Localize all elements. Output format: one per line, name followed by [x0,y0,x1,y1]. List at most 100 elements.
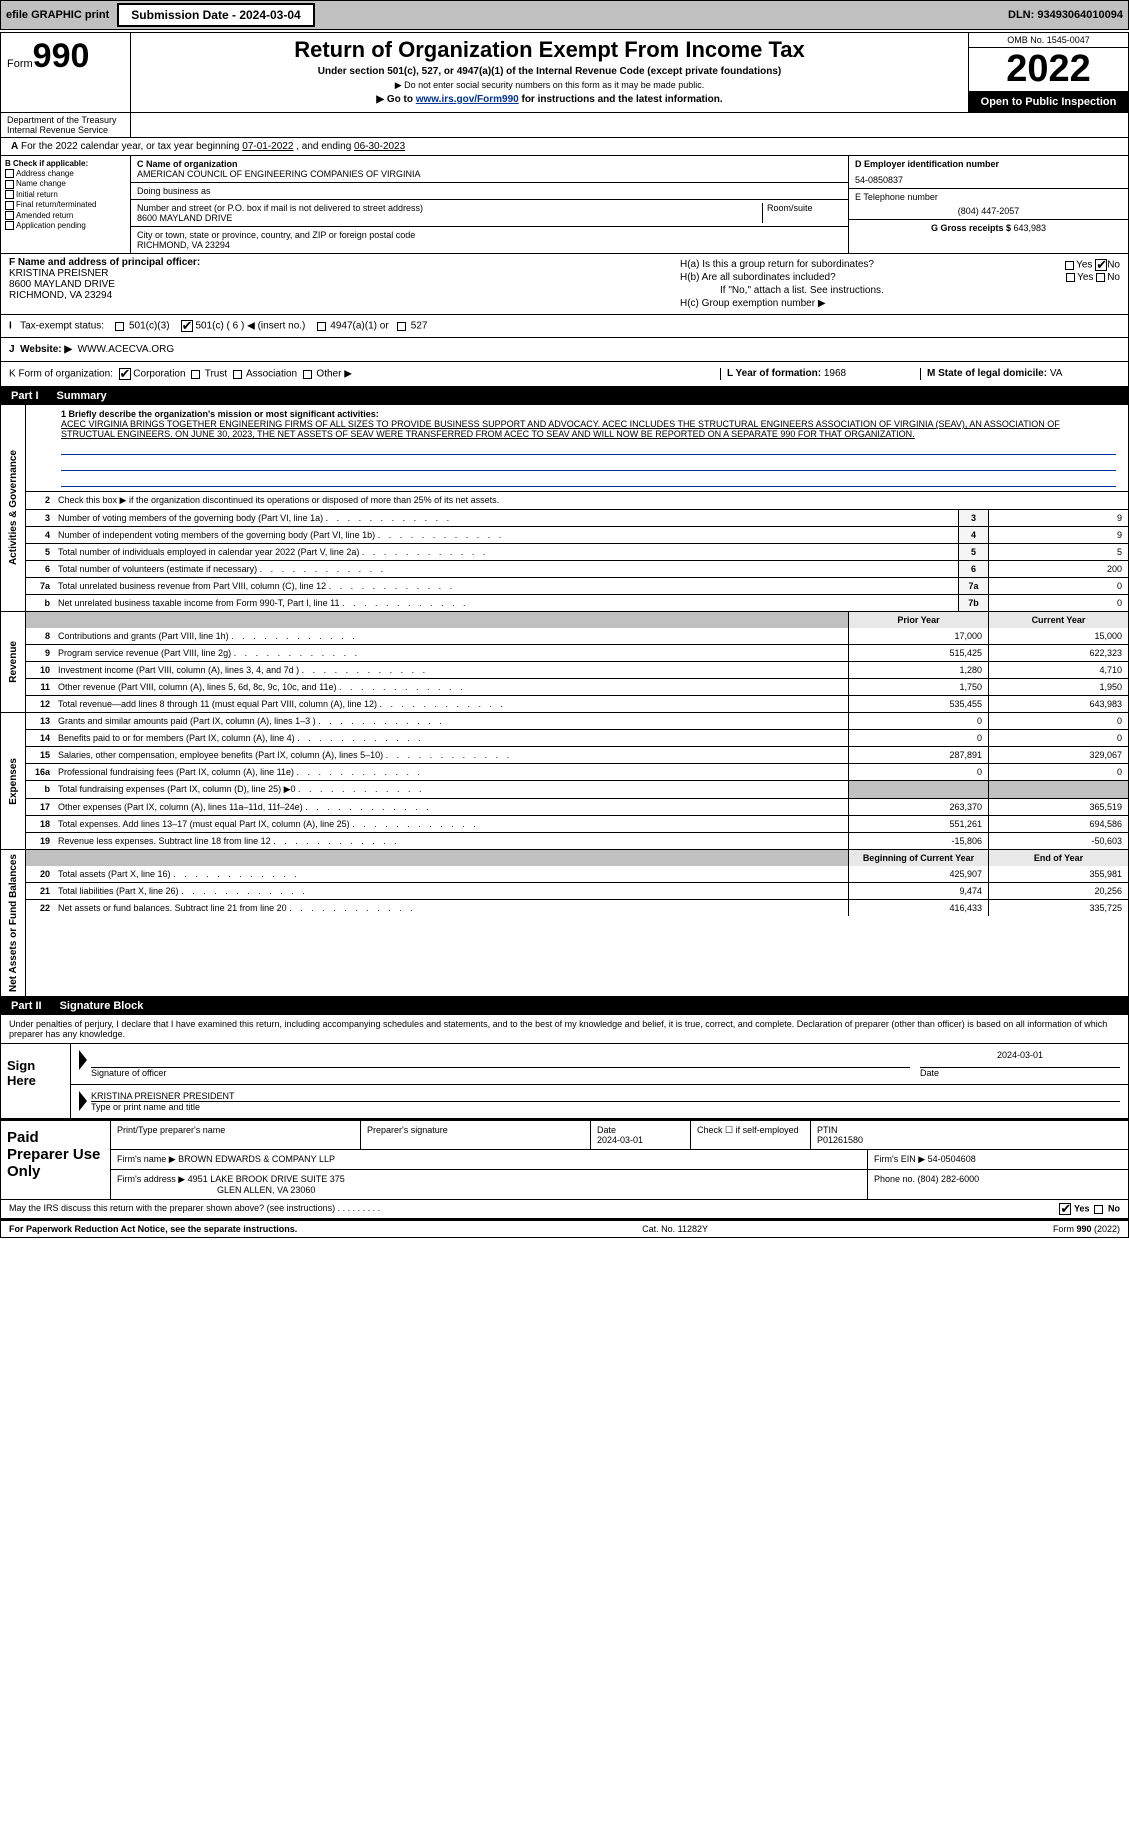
a-mid: , and ending [293,141,354,152]
d-gross: G Gross receipts $ 643,983 [849,220,1128,236]
net-section: Net Assets or Fund Balances Beginning of… [1,850,1128,997]
checkbox-icon[interactable] [303,370,312,379]
c-dba-h: Doing business as [137,186,842,196]
cb-final[interactable]: Final return/terminated [5,200,126,209]
dept-treasury: Department of the Treasury Internal Reve… [1,113,131,137]
rev-data: Prior Year Current Year 8Contributions a… [26,612,1128,712]
gov-row: 5Total number of individuals employed in… [26,543,1128,560]
l-label: L Year of formation: [727,368,824,379]
checkbox-checked-icon[interactable] [1095,259,1107,271]
exp-row: 19Revenue less expenses. Subtract line 1… [26,832,1128,849]
net-rows-container: 20Total assets (Part X, line 16) 425,907… [26,866,1128,916]
rev-vert-label: Revenue [6,637,21,687]
checkbox-checked-icon[interactable] [181,320,193,332]
arrow-icon [79,1050,87,1070]
i-tax-row: I Tax-exempt status: 501(c)(3) 501(c) ( … [1,315,1128,338]
part1-num: Part I [11,390,39,402]
mission-block: 1 Briefly describe the organization's mi… [26,405,1128,492]
subtitle-under: Under section 501(c), 527, or 4947(a)(1)… [141,66,958,77]
efile-label: efile GRAPHIC print [6,9,109,21]
footer-left: For Paperwork Reduction Act Notice, see … [9,1224,297,1234]
yr-spacer [26,850,848,866]
checkbox-icon[interactable] [5,201,14,210]
b-opt-2: Initial return [16,190,58,199]
rev-section: Revenue Prior Year Current Year 8Contrib… [1,612,1128,713]
ha-text: H(a) Is this a group return for subordin… [680,259,874,270]
checkbox-icon[interactable] [1066,273,1075,282]
checkbox-icon[interactable] [397,322,406,331]
cb-address[interactable]: Address change [5,169,126,178]
checkbox-icon[interactable] [1065,261,1074,270]
k-other: Other ▶ [316,369,351,380]
open-public-badge: Open to Public Inspection [969,92,1128,112]
checkbox-checked-icon[interactable] [119,368,131,380]
goto-link[interactable]: www.irs.gov/Form990 [416,94,519,105]
form-990-box: Form990 [1,33,131,112]
m-val: VA [1050,368,1063,379]
checkbox-icon[interactable] [5,190,14,199]
tax-year: 2022 [969,48,1128,92]
paid-head-row: Print/Type preparer's name Preparer's si… [111,1121,1128,1150]
row-a-calendar: A For the 2022 calendar year, or tax yea… [1,138,1128,156]
c-street-h: Number and street (or P.O. box if mail i… [137,203,762,213]
phone-val: (804) 282-6000 [918,1174,980,1184]
current-year-head: Current Year [988,612,1128,628]
c-city-row: City or town, state or province, country… [131,227,848,253]
goto-pre: ▶ Go to [376,94,415,105]
blank-line [61,441,1116,455]
checkbox-icon[interactable] [1096,273,1105,282]
checkbox-checked-icon[interactable] [1059,1203,1071,1215]
checkbox-icon[interactable] [317,322,326,331]
cb-name[interactable]: Name change [5,179,126,188]
part2-num: Part II [11,1000,42,1012]
a-begin: 07-01-2022 [242,141,293,152]
q1-label: 1 Briefly describe the organization's mi… [61,409,1116,419]
gov-row: 7aTotal unrelated business revenue from … [26,577,1128,594]
header-bar: efile GRAPHIC print Submission Date - 20… [0,0,1129,30]
checkbox-icon[interactable] [5,169,14,178]
footer-990: 990 [1076,1224,1091,1234]
cb-application[interactable]: Application pending [5,221,126,230]
rev-row: 10Investment income (Part VIII, column (… [26,661,1128,678]
klm-row: K Form of organization: Corporation Trus… [1,362,1128,387]
cb-amended[interactable]: Amended return [5,211,126,220]
checkbox-icon[interactable] [5,221,14,230]
bcdefg-section: B Check if applicable: Address change Na… [1,156,1128,254]
checkbox-icon[interactable] [115,322,124,331]
no-label: No [1107,260,1120,271]
goto-line: ▶ Go to www.irs.gov/Form990 for instruct… [141,94,958,105]
exp-row: 15Salaries, other compensation, employee… [26,746,1128,763]
gov-section: Activities & Governance 1 Briefly descri… [1,405,1128,612]
b-opt-4: Amended return [16,211,73,220]
sign-here-label: Sign Here [1,1044,71,1118]
irs-text: Internal Revenue Service [7,125,124,135]
goto-post: for instructions and the latest informat… [519,94,723,105]
submission-date-button[interactable]: Submission Date - 2024-03-04 [117,3,314,27]
checkbox-icon[interactable] [5,211,14,220]
checkbox-icon[interactable] [191,370,200,379]
b-opt-0: Address change [16,169,74,178]
paid-date: 2024-03-01 [597,1135,643,1145]
sig-name-val: KRISTINA PREISNER PRESIDENT [91,1091,1120,1102]
net-vert: Net Assets or Fund Balances [1,850,26,996]
penalty-text: Under penalties of perjury, I declare th… [1,1015,1128,1044]
mission-text: ACEC VIRGINIA BRINGS TOGETHER ENGINEERIN… [61,419,1116,439]
paid-title: Paid Preparer Use Only [1,1121,111,1199]
c-dba-row: Doing business as [131,183,848,200]
paid-h2: Preparer's signature [361,1121,591,1149]
j-label: J [9,344,15,355]
k-corp: Corporation [133,369,185,380]
checkbox-icon[interactable] [233,370,242,379]
yr-spacer [26,612,848,628]
col-deg: D Employer identification number 54-0850… [848,156,1128,253]
omb-number: OMB No. 1545-0047 [969,33,1128,48]
prior-year-head: Prior Year [848,612,988,628]
dln-label: DLN: 93493064010094 [1008,9,1123,21]
ein-val: 54-0850837 [855,175,1122,185]
checkbox-icon[interactable] [5,180,14,189]
cb-initial[interactable]: Initial return [5,190,126,199]
checkbox-icon[interactable] [1094,1205,1103,1214]
firm-ein-h: Firm's EIN ▶ [874,1154,925,1164]
hb-note: If "No," attach a list. See instructions… [680,285,1120,296]
k-label: K Form of organization: [9,369,113,380]
